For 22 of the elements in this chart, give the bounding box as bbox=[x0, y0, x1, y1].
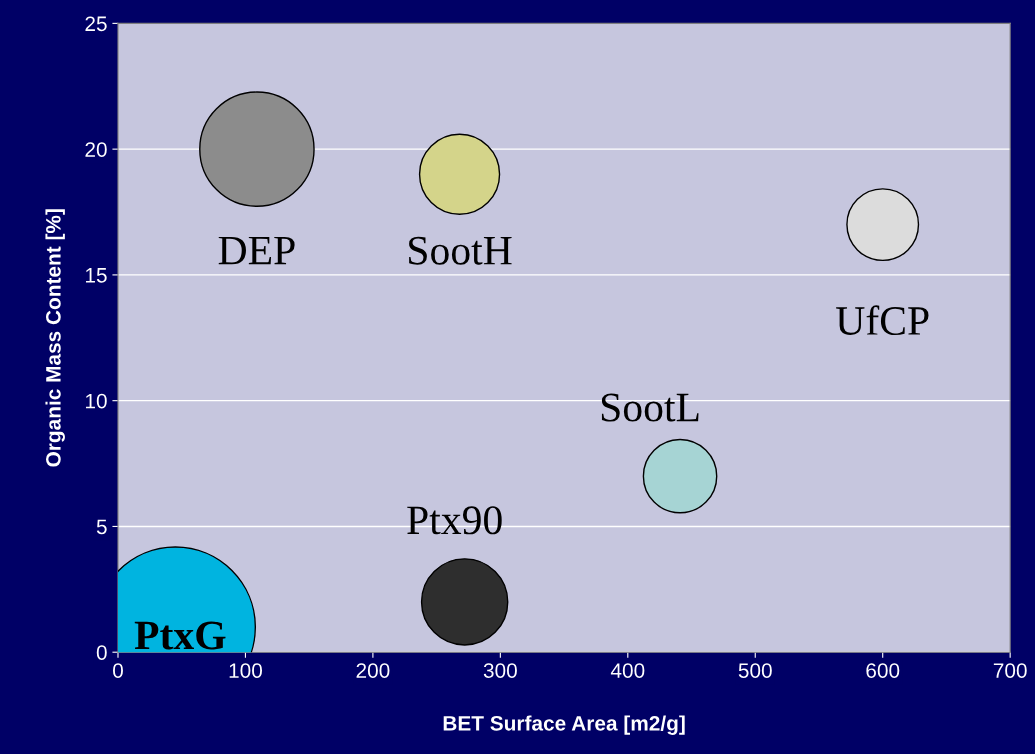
y-tick-label: 15 bbox=[85, 268, 107, 283]
x-axis-title: BET Surface Area [m2/g] bbox=[443, 715, 685, 735]
x-tick-label: 300 bbox=[483, 663, 517, 678]
series-label: Ptx90 bbox=[407, 506, 502, 535]
series-label: SootL bbox=[601, 393, 699, 422]
y-tick-label: 5 bbox=[96, 519, 107, 535]
x-tick-label: 200 bbox=[356, 663, 390, 678]
series-label: UfCP bbox=[836, 305, 929, 336]
y-axis-title: Organic Mass Content [%] bbox=[45, 209, 65, 467]
series-label: PtxG bbox=[134, 621, 226, 650]
x-tick-label: 700 bbox=[993, 663, 1027, 678]
y-tick-label: 25 bbox=[85, 16, 107, 32]
series-label: SootH bbox=[409, 236, 512, 265]
x-tick-label: 500 bbox=[738, 663, 772, 678]
x-tick-label: 400 bbox=[610, 663, 645, 678]
x-tick-label: 100 bbox=[229, 663, 263, 678]
y-tick-label: 10 bbox=[85, 393, 107, 409]
series-label: DEP bbox=[218, 236, 295, 265]
x-tick-label: 600 bbox=[866, 663, 900, 678]
y-tick-label: 20 bbox=[85, 142, 107, 157]
y-tick-label: 0 bbox=[96, 645, 107, 660]
x-tick-label: 0 bbox=[113, 663, 123, 678]
